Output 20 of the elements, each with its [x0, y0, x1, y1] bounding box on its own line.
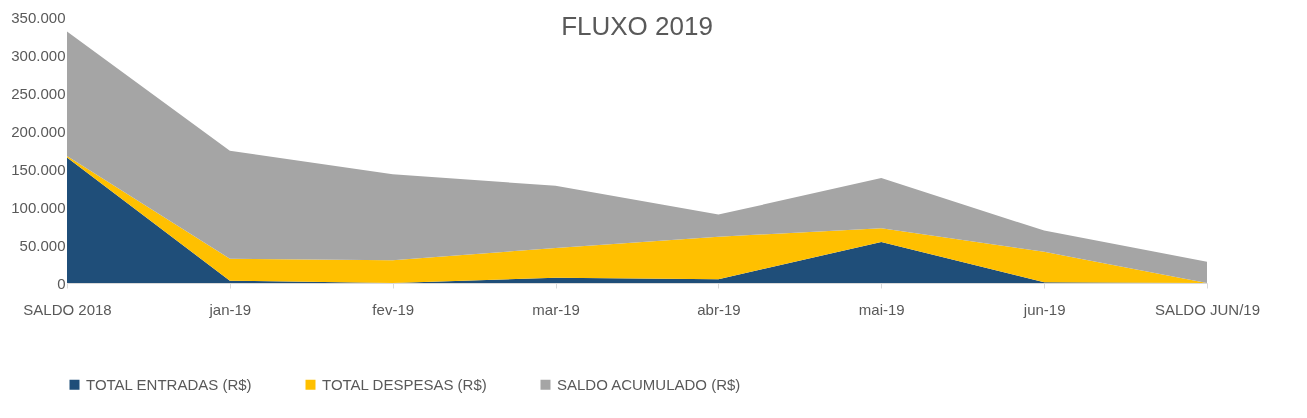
y-tick-label: 350.000 [11, 8, 66, 26]
chart-title: FLUXO 2019 [561, 11, 713, 41]
x-tick-label: mai-19 [858, 300, 905, 318]
x-tick-label: jan-19 [208, 300, 252, 318]
y-tick-label: 300.000 [11, 46, 66, 64]
x-tick-label: SALDO 2018 [23, 300, 112, 318]
x-tick-label: fev-19 [372, 300, 415, 318]
legend-label: TOTAL ENTRADAS (R$) [86, 375, 252, 393]
x-tick-label: jun-19 [1022, 300, 1066, 318]
x-tick-label: mar-19 [532, 300, 580, 318]
x-tick-label: abr-19 [697, 300, 741, 318]
x-tick-label: SALDO JUN/19 [1154, 300, 1261, 318]
y-tick-label: 250.000 [11, 84, 66, 102]
y-tick-label: 50.000 [19, 236, 66, 254]
y-tick-label: 0 [57, 274, 66, 292]
y-tick-label: 150.000 [11, 160, 66, 178]
y-tick-label: 100.000 [11, 198, 66, 216]
legend-label: TOTAL DESPESAS (R$) [322, 375, 487, 393]
legend-label: SALDO ACUMULADO (R$) [557, 375, 741, 393]
y-tick-label: 200.000 [11, 122, 66, 140]
